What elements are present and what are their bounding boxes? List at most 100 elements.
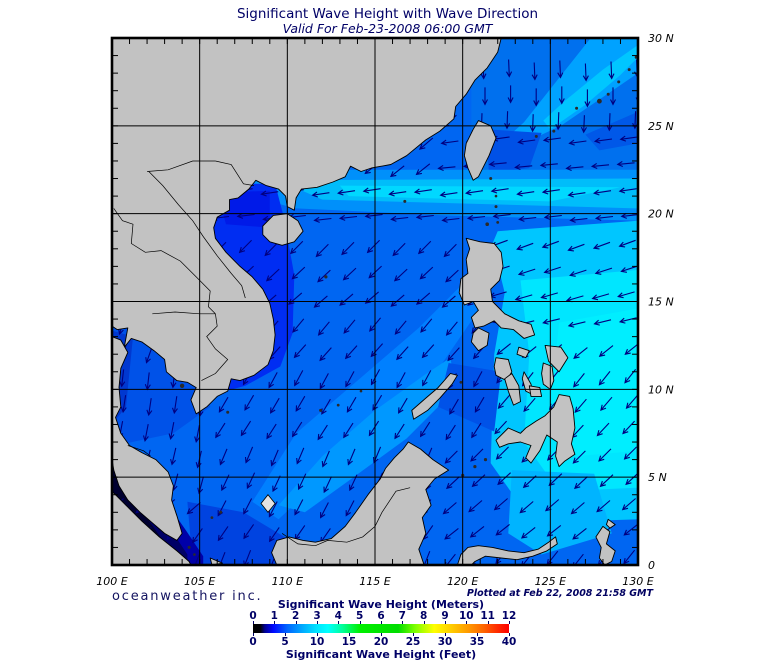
wave-arrow	[313, 216, 332, 223]
wave-arrow	[490, 187, 509, 194]
wave-arrow	[622, 420, 636, 435]
wave-arrow	[596, 500, 611, 513]
wave-arrow	[598, 371, 611, 386]
wave-arrow	[342, 267, 357, 281]
wave-arrow	[422, 370, 432, 387]
wave-arrow	[608, 61, 615, 80]
graticule-grid	[112, 38, 638, 565]
feet-tick-mark	[317, 633, 318, 636]
wave-arrow	[618, 317, 637, 324]
wave-arrow	[192, 528, 203, 544]
wave-arrow	[617, 291, 635, 299]
wave-arrow	[473, 371, 483, 388]
wave-arrow	[514, 163, 533, 171]
wave-arrow	[593, 137, 613, 144]
islet	[483, 458, 488, 462]
wave-arrow	[442, 502, 457, 515]
wave-arrow	[497, 394, 511, 409]
wave-arrow	[218, 396, 229, 413]
wave-arrow	[533, 88, 540, 107]
wave-arrow	[390, 215, 409, 222]
wave-arrow	[415, 292, 431, 305]
islet	[193, 553, 196, 556]
wave-arrow	[388, 190, 407, 197]
wave-arrow	[295, 395, 306, 412]
wave-arrow	[393, 268, 408, 282]
wave-arrow	[319, 347, 332, 362]
wave-arrow	[507, 85, 514, 104]
meters-tick-mark	[274, 621, 276, 624]
meters-tick-mark	[253, 621, 254, 624]
lat-axis-label: 5 N	[648, 471, 667, 484]
wave-arrow	[493, 498, 508, 511]
wave-arrow	[482, 87, 488, 106]
lat-axis-label: 25 N	[648, 120, 674, 133]
wave-arrow	[344, 345, 358, 360]
wave-arrow	[569, 216, 588, 223]
wave-arrow	[315, 243, 329, 258]
wave-arrow	[294, 499, 304, 516]
feet-tick-label: 35	[469, 636, 485, 648]
wave-arrow	[444, 527, 459, 540]
wave-arrow	[120, 395, 127, 414]
wave-arrow	[542, 136, 561, 143]
wave-arrow	[618, 187, 637, 194]
wave-arrow	[392, 242, 406, 257]
wave-arrow	[260, 190, 279, 197]
islet	[219, 510, 223, 514]
landmass-palawan	[411, 373, 458, 420]
border-line	[201, 313, 229, 381]
lat-axis-label: 20 N	[648, 208, 674, 221]
wave-arrow	[600, 396, 613, 411]
meters-tick-mark	[509, 621, 510, 624]
colorbar-gradient	[253, 624, 509, 633]
wave-height-region-east_taiwan_dark	[485, 129, 542, 174]
meters-tick-mark	[317, 621, 318, 624]
wave-arrow	[219, 448, 228, 466]
wave-arrow	[488, 160, 507, 168]
wave-arrow	[415, 163, 431, 176]
meters-tick-label: 1	[270, 610, 278, 622]
islet	[606, 92, 610, 96]
wave-arrow	[444, 450, 458, 464]
islet	[187, 545, 191, 549]
wave-arrow	[542, 318, 560, 325]
wave-arrow	[471, 422, 482, 439]
meters-tick-mark	[445, 621, 446, 624]
wave-arrow	[415, 213, 434, 220]
wave-arrow	[437, 164, 456, 172]
landmass-hainan	[262, 213, 304, 246]
islet	[597, 98, 602, 104]
wave-arrow	[443, 243, 457, 258]
wave-arrow	[320, 502, 329, 519]
feet-tick-label: 25	[405, 636, 421, 648]
feet-tick-label: 30	[437, 636, 453, 648]
wave-arrow	[514, 294, 533, 302]
islet	[324, 275, 328, 279]
wave-arrow	[496, 343, 511, 355]
wave-arrow	[573, 347, 588, 359]
wave-arrow	[291, 266, 306, 280]
wave-arrow	[574, 398, 587, 413]
wave-arrow	[445, 269, 459, 283]
wave-arrow	[421, 344, 435, 359]
islet	[494, 205, 498, 209]
wave-arrow	[623, 446, 637, 460]
valid-time-subtitle: Valid For Feb-23-2008 06:00 GMT	[282, 21, 493, 36]
border-line	[281, 487, 411, 547]
wave-arrow	[362, 187, 381, 194]
wave-arrow	[518, 215, 537, 222]
border-line	[127, 445, 151, 457]
wave-arrow	[215, 422, 226, 439]
feet-tick-label: 40	[501, 636, 517, 648]
landmass-halmahera	[595, 525, 616, 565]
map-layers	[112, 38, 638, 565]
wave-arrow	[270, 449, 279, 467]
wave-arrow	[240, 420, 252, 437]
wave-arrow	[345, 371, 355, 388]
wave-arrow	[567, 243, 585, 252]
wave-arrow	[368, 420, 380, 437]
lon-axis-label: 120 E	[447, 575, 478, 588]
meters-tick-label: 4	[334, 610, 342, 622]
